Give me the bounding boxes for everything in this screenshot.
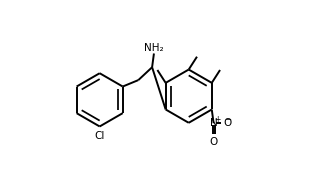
Text: NH₂: NH₂ bbox=[144, 43, 164, 53]
Text: O: O bbox=[209, 137, 218, 147]
Text: +: + bbox=[214, 115, 220, 125]
Text: −: − bbox=[224, 115, 231, 125]
Text: Cl: Cl bbox=[94, 131, 105, 141]
Text: N: N bbox=[210, 118, 217, 128]
Text: O: O bbox=[224, 118, 232, 128]
